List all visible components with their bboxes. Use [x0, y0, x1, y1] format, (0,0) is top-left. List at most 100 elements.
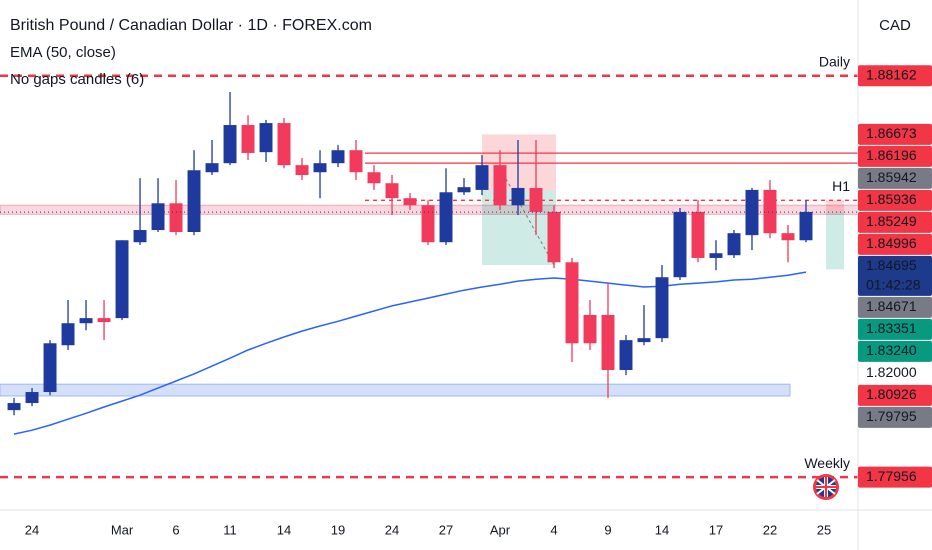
price-label: 1.84996: [866, 235, 917, 251]
x-tick-label: 24: [385, 522, 399, 537]
currency-label[interactable]: CAD: [879, 17, 911, 34]
candle-body: [781, 233, 795, 241]
price-label-bg: [858, 318, 932, 340]
candle-body: [313, 163, 327, 173]
price-label-bg: [858, 340, 932, 362]
candle-body: [151, 203, 165, 231]
candle-body: [457, 187, 471, 193]
indicator-legend: EMA (50, close): [10, 44, 116, 61]
candle-body: [565, 262, 579, 344]
candle-body: [511, 187, 525, 206]
price-label-bg: [858, 466, 932, 488]
price-label: 1.86673: [866, 125, 917, 141]
candle-body: [169, 203, 183, 232]
price-label-bg: [858, 406, 932, 428]
candle-body: [187, 170, 201, 232]
price-label-bg: [858, 167, 932, 189]
candle-body: [727, 233, 741, 256]
candle-body: [709, 253, 723, 258]
price-label-bg: [858, 233, 932, 255]
candle-body: [439, 192, 453, 243]
price-label-bg: [858, 145, 932, 167]
candle-body: [763, 189, 777, 234]
x-tick-label: 25: [817, 522, 831, 537]
level-label: Weekly: [804, 455, 850, 471]
x-tick-label: 9: [604, 522, 611, 537]
zone: [0, 383, 791, 397]
x-tick-label: 6: [172, 522, 179, 537]
candle-body: [799, 211, 813, 241]
price-label: 1.86196: [866, 147, 917, 163]
price-label-bg: [858, 384, 932, 406]
price-label: 1.84695: [866, 257, 917, 273]
indicator-legend: No gaps candles (6): [10, 71, 144, 88]
candle-body: [79, 318, 93, 324]
countdown: 01:42:28: [866, 277, 921, 293]
candle-body: [43, 343, 57, 393]
x-tick-label: Apr: [490, 522, 511, 537]
candle-body: [115, 240, 129, 319]
price-label: 1.85249: [866, 213, 917, 229]
price-label: 1.83240: [866, 342, 917, 358]
candle-body: [583, 314, 597, 344]
trade-path: [499, 167, 555, 266]
candle-body: [601, 314, 615, 371]
price-label: 1.88162: [866, 67, 917, 83]
candle-body: [547, 211, 561, 263]
plot-area: Daily Weekly H1: [0, 54, 859, 479]
candle-body: [241, 125, 255, 153]
x-tick-label: 14: [655, 522, 669, 537]
candle-body: [655, 277, 669, 339]
price-label-bg: [858, 65, 932, 87]
price-label: 1.84671: [866, 298, 917, 314]
candle-body: [25, 392, 39, 404]
candle-body: [637, 338, 651, 343]
chart-title: British Pound / Canadian Dollar · 1D · F…: [10, 17, 372, 34]
candle-body: [331, 150, 345, 164]
candle-body: [349, 150, 363, 173]
level-label: Daily: [819, 54, 850, 70]
candle-body: [133, 230, 147, 243]
candle-body: [403, 198, 417, 206]
x-tick-label: 17: [709, 522, 723, 537]
price-label-bg: [858, 189, 932, 211]
price-label: 1.79795: [866, 408, 917, 424]
price-label-bg: [858, 211, 932, 233]
flag-icon: [813, 474, 839, 500]
candle-body: [61, 323, 75, 346]
price-label: 1.82000: [866, 364, 917, 380]
candle-body: [691, 211, 705, 258]
level-label: H1: [832, 178, 850, 194]
price-label: 1.77956: [866, 468, 917, 484]
ema-line: [13, 271, 807, 435]
candle-body: [295, 165, 309, 175]
x-tick-label: 24: [25, 522, 39, 537]
price-label: 1.85942: [866, 169, 917, 185]
candle-body: [223, 125, 237, 164]
x-tick-label: 22: [763, 522, 777, 537]
stop-zone: [482, 134, 556, 191]
candle-body: [277, 123, 291, 166]
candle-body: [7, 403, 21, 411]
candle-body: [421, 205, 435, 243]
candle-body: [367, 172, 381, 184]
candle-body: [493, 165, 507, 206]
candle-body: [385, 183, 399, 199]
stop-zone: [826, 200, 844, 213]
candle-body: [205, 163, 219, 173]
x-tick-label: 19: [331, 522, 345, 537]
candle-body: [673, 211, 687, 278]
candle-body: [259, 123, 273, 153]
x-tick-label: 4: [550, 522, 557, 537]
x-tick-label: Mar: [111, 522, 134, 537]
price-label-bg: [858, 296, 932, 318]
x-tick-label: 27: [439, 522, 453, 537]
target-zone: [826, 212, 844, 270]
price-label-bg: [858, 123, 932, 145]
candle-body: [619, 340, 633, 371]
candle-body: [475, 165, 489, 190]
price-label: 1.85936: [866, 191, 917, 207]
